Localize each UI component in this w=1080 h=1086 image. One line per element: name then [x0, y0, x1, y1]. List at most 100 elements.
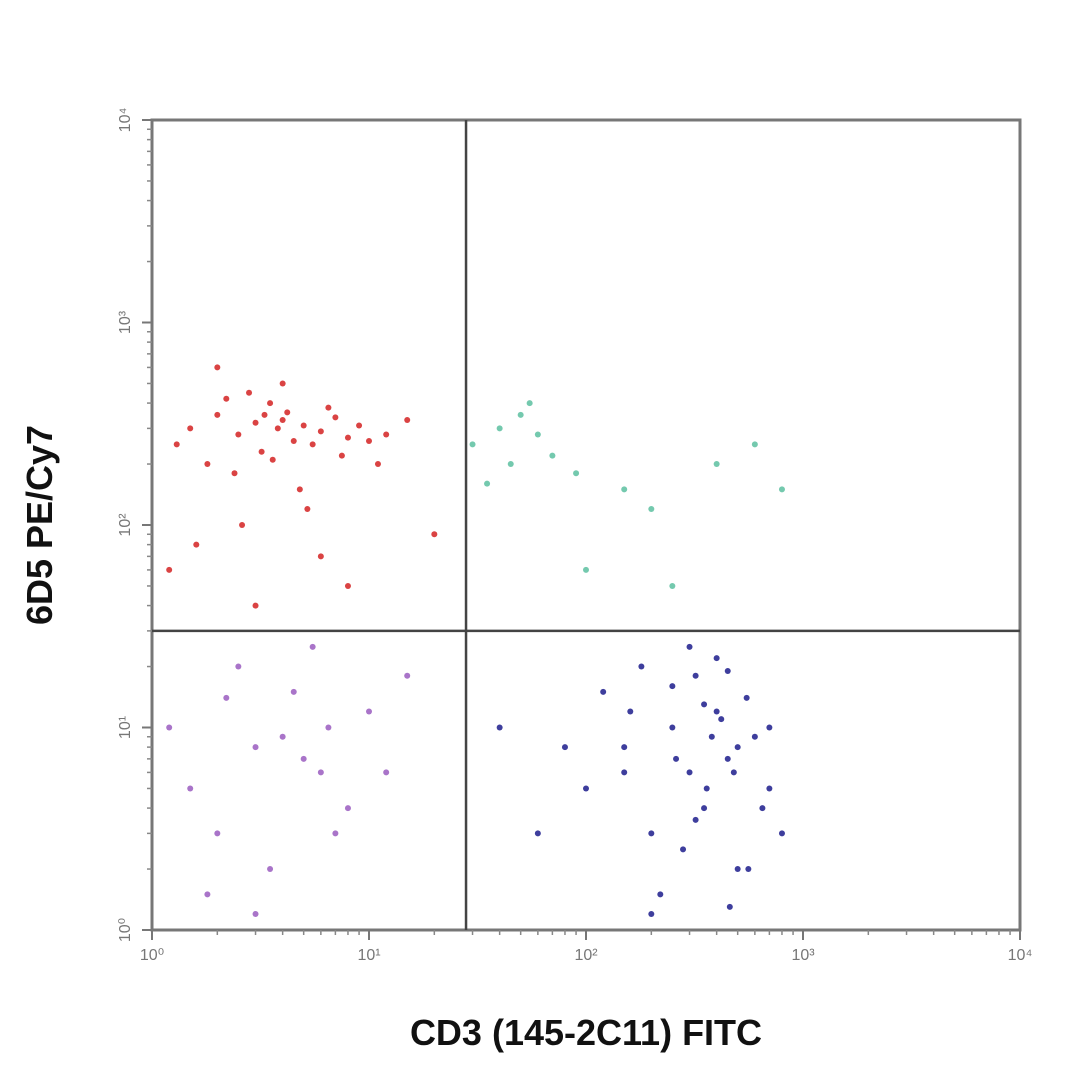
data-point: [496, 724, 503, 731]
data-point: [279, 380, 286, 387]
data-point: [325, 724, 332, 731]
data-point: [258, 448, 265, 455]
data-point: [317, 769, 324, 776]
data-point: [496, 425, 503, 432]
data-point: [309, 441, 316, 448]
data-point: [627, 708, 634, 715]
data-point: [766, 785, 773, 792]
data-point: [309, 643, 316, 650]
data-point: [469, 441, 476, 448]
data-point: [344, 805, 351, 812]
data-point: [374, 461, 381, 468]
x-tick-label: 10¹: [357, 947, 380, 964]
data-point: [267, 400, 274, 407]
data-point: [734, 744, 741, 751]
data-point: [638, 663, 645, 670]
data-point: [766, 724, 773, 731]
data-point: [279, 417, 286, 424]
y-tick-label: 10²: [117, 513, 134, 537]
data-point: [252, 744, 259, 751]
data-point: [235, 663, 242, 670]
plot-frame: [150, 118, 1022, 932]
data-point: [708, 733, 715, 740]
data-point: [701, 701, 708, 708]
data-point: [703, 785, 710, 792]
data-point: [290, 688, 297, 695]
data-point: [404, 672, 411, 679]
data-point: [692, 816, 699, 823]
data-point: [648, 505, 655, 512]
data-point: [507, 461, 514, 468]
data-point: [252, 910, 259, 917]
data-point: [187, 425, 194, 432]
data-point: [751, 441, 758, 448]
data-point: [621, 769, 628, 776]
data-point: [332, 414, 339, 421]
data-point: [284, 409, 291, 416]
data-point: [517, 411, 524, 418]
data-point: [751, 733, 758, 740]
data-point: [261, 411, 268, 418]
data-point: [235, 431, 242, 438]
data-point: [332, 830, 339, 837]
data-point: [778, 830, 785, 837]
data-point: [252, 419, 259, 426]
data-point: [383, 431, 390, 438]
y-tick-label: 10⁴: [117, 108, 134, 133]
data-point: [431, 531, 438, 538]
data-point: [484, 480, 491, 487]
data-point: [730, 769, 737, 776]
data-point: [366, 708, 372, 715]
data-point: [267, 866, 274, 873]
data-point: [534, 431, 541, 438]
data-point: [239, 522, 246, 528]
data-point: [356, 422, 363, 429]
data-point: [713, 655, 720, 662]
x-axis-title: CD3 (145-2C11) FITC: [410, 1012, 762, 1053]
data-point: [304, 505, 311, 512]
data-point: [745, 866, 752, 873]
data-point: [680, 846, 687, 853]
data-point: [669, 683, 676, 690]
data-point: [223, 395, 230, 402]
data-point: [573, 470, 580, 477]
data-point: [300, 422, 307, 429]
data-point: [290, 437, 297, 444]
data-point: [269, 456, 276, 463]
data-point: [526, 400, 533, 407]
data-point: [344, 434, 351, 441]
data-point: [338, 452, 345, 459]
data-point: [713, 461, 720, 468]
data-point: [648, 830, 655, 837]
data-point: [600, 688, 607, 695]
x-tick-label: 10³: [791, 947, 815, 964]
data-point: [325, 404, 332, 411]
data-point: [214, 830, 221, 837]
data-point: [317, 553, 324, 560]
data-point: [279, 733, 286, 740]
data-point: [166, 566, 173, 573]
data-point: [621, 744, 628, 751]
data-point: [669, 724, 676, 731]
data-point: [692, 672, 699, 679]
data-point: [621, 486, 628, 493]
data-point: [404, 417, 411, 424]
data-point: [673, 755, 680, 762]
data-point: [759, 805, 766, 812]
data-point: [778, 486, 785, 493]
y-tick-label: 10⁰: [117, 918, 134, 942]
data-point: [724, 755, 731, 762]
data-point: [561, 744, 568, 751]
data-point: [214, 411, 221, 418]
data-point: [726, 903, 733, 910]
data-point: [187, 785, 194, 792]
data-point: [204, 461, 211, 468]
data-point: [317, 428, 324, 435]
data-point: [534, 830, 541, 837]
data-point: [713, 708, 720, 715]
data-point: [648, 910, 655, 917]
data-point: [204, 891, 211, 898]
data-point: [734, 866, 741, 873]
data-point: [366, 437, 372, 444]
data-point: [549, 452, 556, 459]
